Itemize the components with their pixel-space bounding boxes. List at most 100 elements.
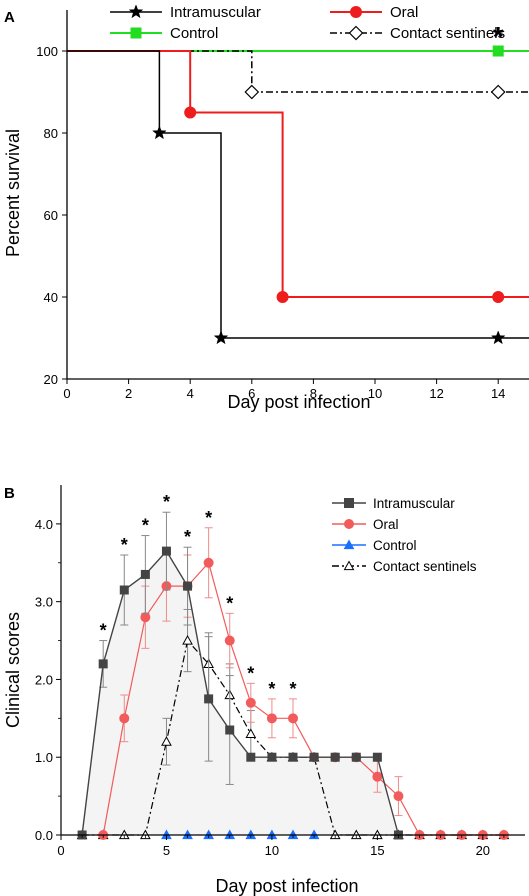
panel-a-x-tick-label: 14 bbox=[491, 386, 505, 401]
panel-a-x-tick-label: 6 bbox=[248, 386, 255, 401]
panel-b-legend-marker-intramuscular bbox=[344, 498, 354, 508]
panel-b-legend-marker-control bbox=[343, 539, 355, 550]
panel-b-point-oral bbox=[393, 791, 404, 802]
panel-a-line-oral bbox=[67, 50, 529, 298]
panel-a-point-oral bbox=[184, 106, 197, 119]
panel-b-x-tick-label: 5 bbox=[163, 843, 170, 858]
panel-a-series-oral bbox=[67, 50, 529, 303]
panel-b-legend: Intramuscular Oral Control Contact sentinel… bbox=[332, 496, 477, 574]
panel-b-point-oral bbox=[266, 713, 277, 724]
panel-b-legend-label-intramuscular: Intramuscular bbox=[373, 496, 455, 511]
panel-b-significance-star: * bbox=[142, 516, 149, 536]
panel-b-x-tick-label: 0 bbox=[57, 843, 64, 858]
panel-b-point-oral bbox=[288, 713, 298, 724]
panel-a-label: A bbox=[4, 9, 15, 26]
panel-a-legend-label-contact-sentinels: Contact sentinels bbox=[390, 25, 505, 42]
panel-b-point-oral bbox=[224, 635, 235, 646]
panel-b-significance-star: * bbox=[247, 663, 254, 683]
panel-b-point-contact-sentinels bbox=[182, 635, 193, 645]
panel-a-x-tick-label: 4 bbox=[187, 386, 194, 401]
panel-b-point-oral bbox=[140, 612, 151, 623]
panel-b-point-oral bbox=[119, 713, 130, 724]
panel-b-significance-star: * bbox=[289, 679, 296, 699]
panel-a-x-tick-label: 8 bbox=[310, 386, 317, 401]
panel-b-significance-star: * bbox=[100, 621, 107, 641]
panel-b-point-intramuscular bbox=[161, 546, 171, 556]
panel-b-significance-star: * bbox=[226, 593, 233, 613]
panel-a-x-tick-label: 12 bbox=[429, 386, 443, 401]
panel-b-x-tick-label: 15 bbox=[370, 843, 384, 858]
panel-b-point-intramuscular bbox=[288, 752, 298, 762]
panel-b-y-axis-title: Clinical scores bbox=[3, 612, 23, 728]
panel-b-x-tick-label: 10 bbox=[265, 843, 279, 858]
panel-b-clinical-scores-chart: B Clinical scores Day post infection 0 5 1… bbox=[3, 485, 525, 896]
panel-b-legend-marker-oral bbox=[344, 519, 354, 529]
panel-a-legend-label-oral: Oral bbox=[390, 4, 418, 21]
panel-b-y-tick-label: 3.0 bbox=[35, 595, 53, 610]
panel-a-y-tick-label: 20 bbox=[44, 372, 58, 387]
panel-b-x-tick-label: 20 bbox=[476, 843, 490, 858]
panel-b-point-oral bbox=[372, 771, 383, 782]
panel-a-legend-marker-intramuscular bbox=[128, 4, 144, 19]
panel-b-point-intramuscular bbox=[351, 752, 361, 762]
panel-a-point-oral bbox=[492, 291, 505, 303]
panel-b-point-intramuscular bbox=[98, 659, 108, 669]
panel-a-y-tick-label: 60 bbox=[44, 208, 58, 223]
panel-b-point-intramuscular bbox=[372, 752, 382, 762]
panel-a-y-tick-label: 80 bbox=[44, 126, 58, 141]
panel-b-point-oral bbox=[245, 697, 256, 708]
panel-b-legend-label-control: Control bbox=[373, 538, 417, 553]
panel-a-x-tick-label: 2 bbox=[125, 386, 132, 401]
panel-b-significance-star: * bbox=[268, 679, 275, 699]
panel-b-significance-star: * bbox=[205, 508, 212, 528]
panel-a-legend-marker-contact-sentinels bbox=[348, 25, 364, 41]
panel-b-y-tick-label: 0.0 bbox=[35, 828, 53, 843]
panel-a-y-tick-label: 40 bbox=[44, 290, 58, 305]
panel-b-x-axis-title: Day post infection bbox=[215, 876, 358, 896]
panel-a-point-intramuscular bbox=[490, 330, 506, 345]
panel-b-line-contact-sentinels bbox=[82, 639, 504, 836]
panel-b-point-intramuscular bbox=[225, 725, 235, 735]
panel-b-point-contact-sentinels bbox=[161, 736, 172, 746]
panel-b-legend-label-contact-sentinels: Contact sentinels bbox=[373, 559, 477, 574]
panel-a-point-contact-sentinels bbox=[490, 84, 506, 100]
panel-a-point-oral bbox=[276, 291, 289, 303]
panel-b-point-intramuscular bbox=[330, 752, 340, 762]
panel-a-line-contact-sentinels bbox=[67, 50, 529, 93]
panel-b-significance-star: * bbox=[163, 492, 170, 512]
panel-b-y-tick-label: 2.0 bbox=[35, 672, 53, 687]
panel-b-legend-marker-contact-sentinels bbox=[343, 560, 355, 571]
panel-a-legend: Intramuscular Oral Control Contact sentinel… bbox=[110, 4, 505, 42]
panel-a-x-axis-title: Day post infection bbox=[227, 392, 370, 412]
panel-a-point-intramuscular bbox=[152, 125, 167, 140]
panel-a-legend-marker-oral bbox=[350, 6, 362, 18]
panel-b-point-intramuscular bbox=[183, 581, 193, 591]
panel-b-point-intramuscular bbox=[204, 694, 214, 704]
panel-a-y-axis-title: Percent survival bbox=[3, 129, 23, 257]
panel-a-significance-star: * bbox=[493, 21, 504, 52]
panel-a-x-tick-label: 0 bbox=[63, 386, 70, 401]
panel-b-significance-star: * bbox=[121, 535, 128, 555]
panel-a-line-intramuscular bbox=[67, 50, 529, 339]
panel-b-point-intramuscular bbox=[119, 585, 129, 595]
panel-b-y-tick-label: 1.0 bbox=[35, 750, 53, 765]
panel-b-point-oral bbox=[203, 557, 214, 568]
panel-b-point-intramuscular bbox=[246, 752, 256, 762]
panel-b-point-contact-sentinels bbox=[245, 728, 257, 738]
panel-b-point-intramuscular bbox=[309, 752, 319, 762]
panel-b-line-intramuscular bbox=[81, 549, 400, 836]
panel-b-significance-star: * bbox=[184, 527, 191, 547]
panel-a-legend-label-intramuscular: Intramuscular bbox=[170, 4, 261, 21]
panel-b-y-tick-label: 4.0 bbox=[35, 517, 53, 532]
panel-a-point-intramuscular bbox=[213, 330, 229, 345]
panel-a-legend-label-control: Control bbox=[170, 25, 218, 42]
panel-a-point-contact-sentinels bbox=[244, 84, 260, 100]
panel-a-x-tick-label: 10 bbox=[368, 386, 382, 401]
panel-a-series-intramuscular bbox=[67, 50, 529, 345]
panel-b-label: B bbox=[4, 485, 15, 502]
panel-a-y-tick-label: 100 bbox=[36, 44, 58, 59]
panel-b-legend-label-oral: Oral bbox=[373, 517, 399, 532]
panel-a-legend-marker-control bbox=[130, 27, 142, 39]
